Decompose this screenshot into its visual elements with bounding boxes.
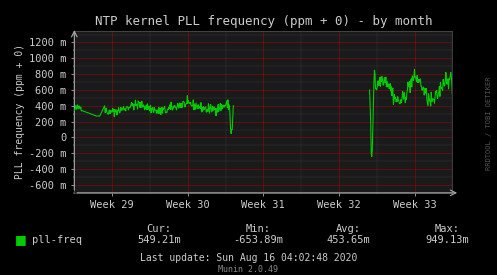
- Text: Avg:: Avg:: [335, 224, 360, 234]
- Text: Cur:: Cur:: [147, 224, 171, 234]
- Text: RRDTOOL / TOBI OETIKER: RRDTOOL / TOBI OETIKER: [486, 77, 492, 170]
- Text: 453.65m: 453.65m: [326, 235, 370, 245]
- Text: Last update: Sun Aug 16 04:02:48 2020: Last update: Sun Aug 16 04:02:48 2020: [140, 253, 357, 263]
- Y-axis label: PLL frequency (ppm + 0): PLL frequency (ppm + 0): [15, 44, 25, 179]
- Text: Max:: Max:: [435, 224, 460, 234]
- Text: 549.21m: 549.21m: [137, 235, 181, 245]
- Text: 949.13m: 949.13m: [425, 235, 469, 245]
- Text: pll-freq: pll-freq: [32, 235, 83, 245]
- Text: Munin 2.0.49: Munin 2.0.49: [219, 265, 278, 274]
- Text: Min:: Min:: [246, 224, 271, 234]
- Text: ■: ■: [15, 233, 27, 246]
- Text: -653.89m: -653.89m: [234, 235, 283, 245]
- Title: NTP kernel PLL frequency (ppm + 0) - by month: NTP kernel PLL frequency (ppm + 0) - by …: [94, 15, 432, 28]
